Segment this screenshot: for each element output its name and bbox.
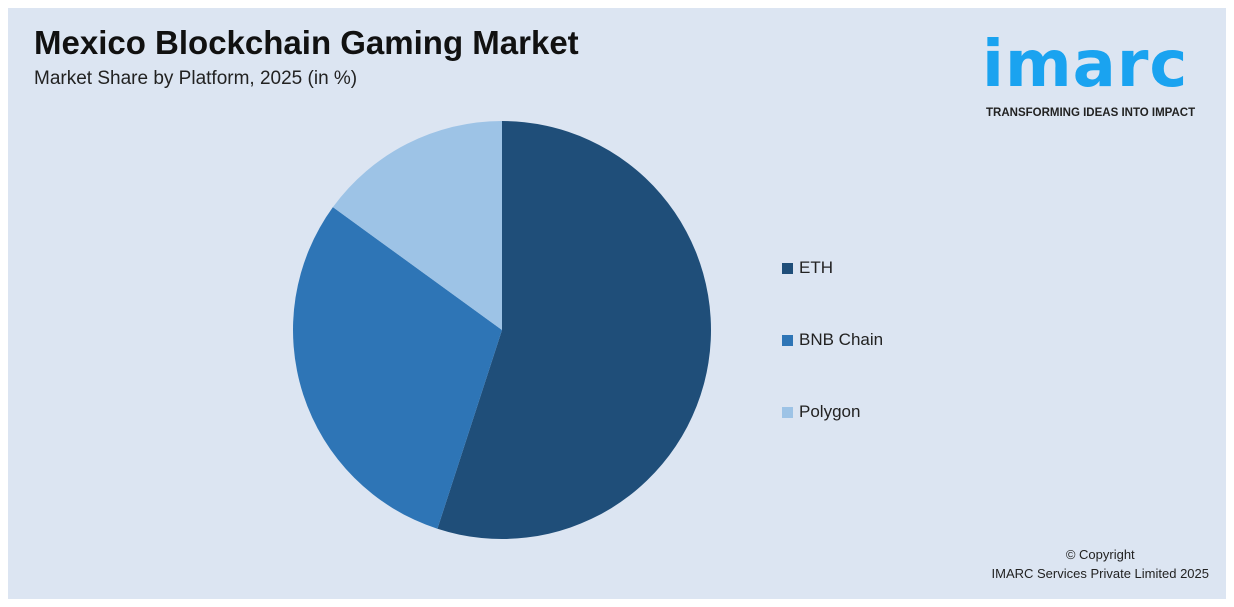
legend-swatch <box>782 262 793 274</box>
legend-label: ETH <box>799 258 833 277</box>
copyright: © Copyright IMARC Services Private Limit… <box>992 545 1209 583</box>
pie-slice-eth <box>437 121 711 539</box>
copyright-line2: IMARC Services Private Limited 2025 <box>991 566 1209 581</box>
legend-swatch <box>782 406 793 418</box>
legend-item-eth: ETH <box>782 258 833 278</box>
logo-tagline: TRANSFORMING IDEAS INTO IMPACT <box>986 107 1196 119</box>
pie-slice-bnb-chain <box>292 207 502 529</box>
logo-wordmark: imarc <box>982 28 1189 102</box>
legend-item-polygon: Polygon <box>782 402 860 422</box>
legend-item-bnb-chain: BNB Chain <box>782 330 883 350</box>
legend-label: BNB Chain <box>799 330 884 349</box>
pie-slice-polygon <box>332 121 502 330</box>
chart-subtitle: Market Share by Platform, 2025 (in %) <box>34 68 358 89</box>
legend-label: Polygon <box>799 402 861 421</box>
legend-swatch <box>782 334 793 346</box>
copyright-line1: © Copyright <box>1065 547 1135 562</box>
imarc-logo: imarc TRANSFORMING IDEAS INTO IMPACT <box>982 18 1218 128</box>
chart-title: Mexico Blockchain Gaming Market <box>34 24 579 61</box>
